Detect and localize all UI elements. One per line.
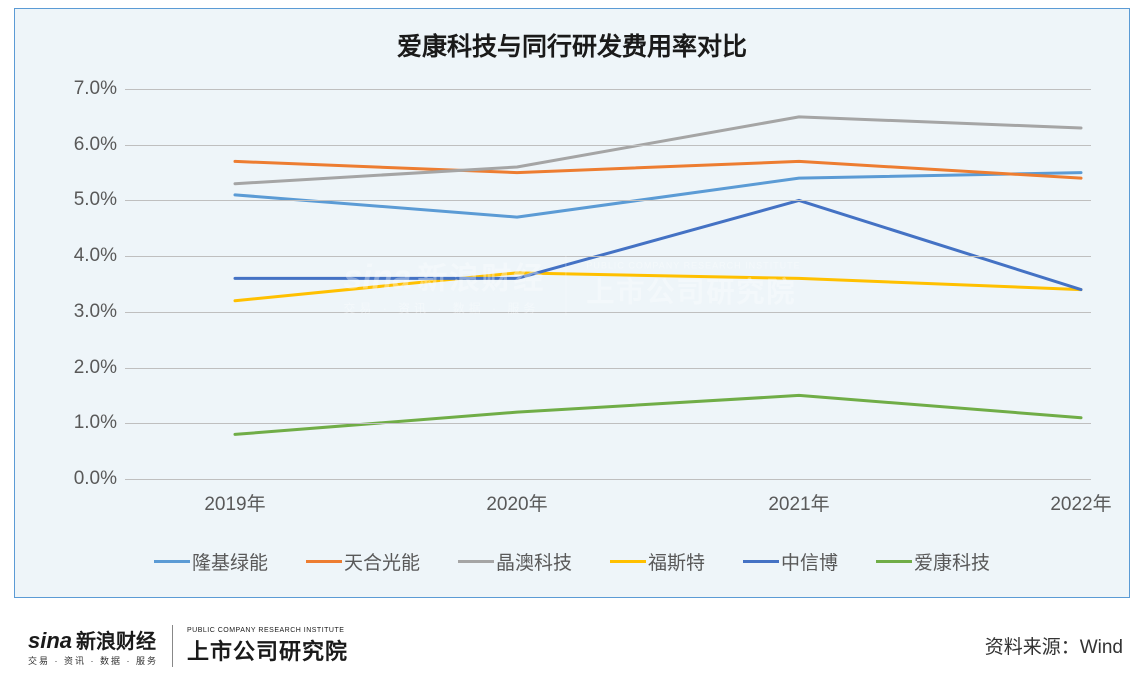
footer-sina-cn: 新浪财经 xyxy=(76,625,156,654)
y-axis-label: 2.0% xyxy=(74,357,117,379)
legend-swatch xyxy=(458,560,494,563)
chart-panel: 爱康科技与同行研发费用率对比 0.0%1.0%2.0%3.0%4.0%5.0%6… xyxy=(14,8,1130,598)
legend-item: 中信博 xyxy=(743,548,838,575)
y-axis-label: 4.0% xyxy=(74,245,117,267)
footer-separator xyxy=(172,625,173,667)
plot-area: 0.0%1.0%2.0%3.0%4.0%5.0%6.0%7.0%2019年202… xyxy=(125,89,1091,479)
footer-sub: 交易 · 资讯 · 数据 · 服务 xyxy=(28,654,158,667)
y-axis-label: 7.0% xyxy=(74,78,117,100)
y-axis-label: 3.0% xyxy=(74,301,117,323)
legend-label: 天合光能 xyxy=(344,548,420,575)
gridline xyxy=(125,479,1091,480)
y-axis-label: 6.0% xyxy=(74,134,117,156)
footer: sina 新浪财经 交易 · 资讯 · 数据 · 服务 PUBLIC COMPA… xyxy=(0,619,1145,679)
legend-swatch xyxy=(876,560,912,563)
line-series-svg xyxy=(125,89,1091,479)
footer-logo: sina 新浪财经 交易 · 资讯 · 数据 · 服务 PUBLIC COMPA… xyxy=(28,625,348,667)
series-line xyxy=(235,173,1081,218)
footer-institute: 上市公司研究院 xyxy=(187,634,348,666)
legend-swatch xyxy=(743,560,779,563)
y-axis-label: 0.0% xyxy=(74,468,117,490)
legend-label: 福斯特 xyxy=(648,548,705,575)
x-axis-label: 2020年 xyxy=(486,489,547,516)
gridline xyxy=(125,89,1091,90)
footer-sina-en: sina xyxy=(28,628,72,654)
y-axis-label: 5.0% xyxy=(74,189,117,211)
x-axis-label: 2022年 xyxy=(1050,489,1111,516)
series-line xyxy=(235,395,1081,434)
legend-item: 晶澳科技 xyxy=(458,548,572,575)
legend-item: 天合光能 xyxy=(306,548,420,575)
legend-label: 中信博 xyxy=(781,548,838,575)
gridline xyxy=(125,145,1091,146)
legend-swatch xyxy=(154,560,190,563)
gridline xyxy=(125,256,1091,257)
legend-item: 福斯特 xyxy=(610,548,705,575)
footer-institute-en: PUBLIC COMPANY RESEARCH INSTITUTE xyxy=(187,627,348,634)
legend-label: 晶澳科技 xyxy=(496,548,572,575)
x-axis-label: 2019年 xyxy=(204,489,265,516)
y-axis-label: 1.0% xyxy=(74,412,117,434)
legend-item: 爱康科技 xyxy=(876,548,990,575)
source-label: 资料来源：Wind xyxy=(985,632,1123,659)
gridline xyxy=(125,368,1091,369)
legend-swatch xyxy=(610,560,646,563)
legend-label: 隆基绿能 xyxy=(192,548,268,575)
gridline xyxy=(125,312,1091,313)
chart-title: 爱康科技与同行研发费用率对比 xyxy=(15,27,1129,63)
legend-item: 隆基绿能 xyxy=(154,548,268,575)
x-axis-label: 2021年 xyxy=(768,489,829,516)
legend: 隆基绿能 天合光能 晶澳科技 福斯特 中信博 爱康科技 xyxy=(15,548,1129,575)
legend-label: 爱康科技 xyxy=(914,548,990,575)
legend-swatch xyxy=(306,560,342,563)
gridline xyxy=(125,200,1091,201)
gridline xyxy=(125,423,1091,424)
